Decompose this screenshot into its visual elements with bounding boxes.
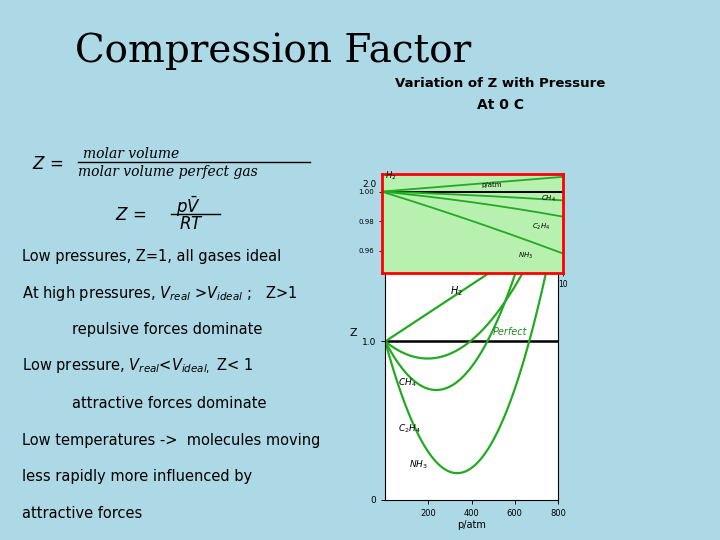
Text: $p\bar{V}$: $p\bar{V}$ [176,194,202,219]
Text: molar volume: molar volume [83,147,179,161]
Text: $Z\,=$: $Z\,=$ [115,207,147,225]
Text: molar volume perfect gas: molar volume perfect gas [78,165,258,179]
Text: $C_2H_4$: $C_2H_4$ [532,221,551,232]
Text: $NH_3$: $NH_3$ [518,251,533,261]
Text: $Z\,=$: $Z\,=$ [32,156,64,173]
Text: Compression Factor: Compression Factor [76,32,472,70]
Text: p/atm: p/atm [482,182,502,188]
Text: $RT$: $RT$ [179,215,203,233]
Text: $CH_4$: $CH_4$ [541,193,557,204]
Text: attractive forces: attractive forces [22,506,142,521]
Text: Low temperatures ->  molecules moving: Low temperatures -> molecules moving [22,433,320,448]
Text: $CH_4$: $CH_4$ [398,377,417,389]
Text: Low pressure, $V_{real}$<$V_{ideal,}$ Z< 1: Low pressure, $V_{real}$<$V_{ideal,}$ Z<… [22,357,253,376]
Text: less rapidly more influenced by: less rapidly more influenced by [22,469,252,484]
Text: Perfect: Perfect [493,327,528,337]
Y-axis label: Z: Z [350,327,357,338]
Text: repulsive forces dominate: repulsive forces dominate [72,322,262,338]
Text: Variation of Z with Pressure: Variation of Z with Pressure [395,77,606,90]
Text: At high pressures, $V_{real}$ >$V_{ideal}$ ;   Z>1: At high pressures, $V_{real}$ >$V_{ideal… [22,284,297,303]
Text: At 0 C: At 0 C [477,98,524,112]
Text: $NH_3$: $NH_3$ [409,459,428,471]
Text: $C_2H_4$: $C_2H_4$ [398,422,421,435]
Text: Low pressures, Z=1, all gases ideal: Low pressures, Z=1, all gases ideal [22,249,281,264]
Text: attractive forces dominate: attractive forces dominate [72,396,266,411]
X-axis label: p/atm: p/atm [457,521,486,530]
Text: $H_2$: $H_2$ [450,284,463,298]
Text: $H_2$: $H_2$ [385,170,397,182]
